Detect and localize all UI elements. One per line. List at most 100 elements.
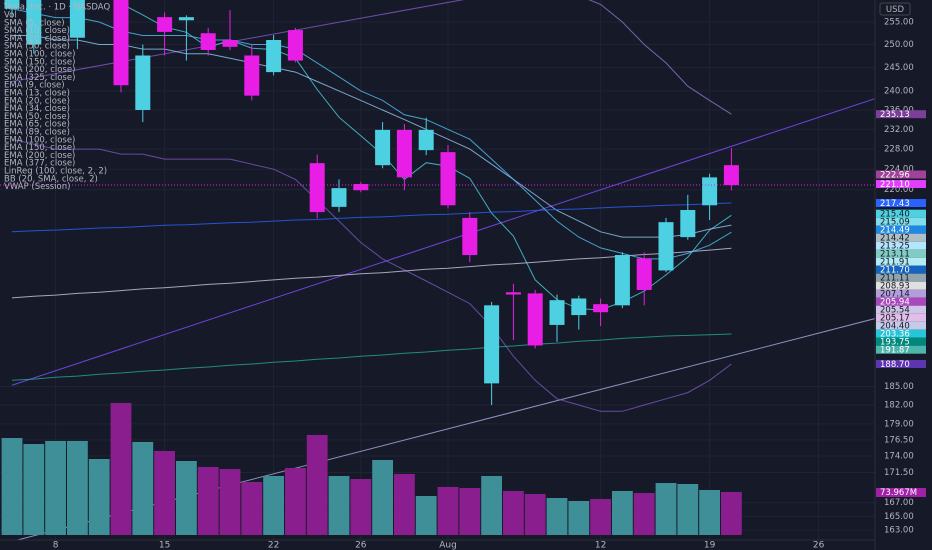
candle-body	[113, 0, 129, 86]
candle-body	[484, 305, 500, 384]
legend-item: EMA (13, close)	[4, 89, 70, 99]
legend-item: EMA (377, close)	[4, 159, 75, 169]
price-badge	[876, 241, 926, 250]
x-tick-label: 19	[704, 541, 716, 550]
currency[interactable]: USD	[886, 5, 905, 15]
candle-body	[440, 152, 456, 206]
candle-body	[702, 177, 718, 206]
y-tick-label: 174.00	[884, 452, 914, 462]
candles	[0, 0, 875, 406]
candle-body	[375, 129, 391, 166]
legend-item: BB (20, SMA, close, 2)	[4, 174, 98, 184]
price-badge-label: 193.75	[880, 338, 910, 348]
x-tick-label: 26	[813, 541, 825, 550]
price-badge-label: 205.54	[880, 306, 910, 316]
y-tick-label: 250.00	[884, 40, 914, 50]
indicator-line	[12, 35, 732, 238]
volume-bar	[590, 499, 611, 535]
volume-bar	[655, 483, 677, 535]
y-tick-label: 182.00	[884, 401, 914, 411]
volume-bar	[415, 495, 437, 535]
legend-item: SMA (100, close)	[4, 50, 75, 60]
legend-item: EMA (150, close)	[4, 143, 75, 153]
price-badge	[876, 110, 926, 119]
legend-item: VWAP (Session)	[4, 182, 70, 192]
volume-bar	[721, 491, 742, 535]
price-badge-label: 203.36	[880, 330, 910, 340]
price-badge	[876, 225, 926, 234]
volume-bar	[633, 493, 655, 535]
candle-body	[244, 55, 260, 96]
trend-line	[11, 0, 465, 82]
volume-bar	[612, 490, 633, 535]
candle-body	[723, 165, 739, 186]
legend-item: EMA (200, close)	[4, 151, 75, 161]
currency-box[interactable]	[879, 2, 911, 16]
price-badge-label: 211.91	[880, 258, 910, 268]
legend-item: SMA (200, close)	[4, 65, 75, 75]
candle-body	[135, 55, 151, 110]
indicator-line	[11, 138, 732, 412]
candle-body	[287, 30, 303, 61]
time-axis: 8 15 22 26 Aug 12 19 26	[53, 541, 825, 550]
volume-bar	[154, 450, 175, 535]
price-badge	[876, 209, 926, 218]
volume-bar	[263, 475, 284, 535]
candle-body	[418, 129, 434, 151]
x-tick-label: 26	[355, 541, 367, 550]
volume-badge-label: 73.967M	[880, 488, 917, 498]
y-tick-label: 163.00	[884, 526, 914, 536]
price-badge	[876, 321, 926, 330]
price-badge-label: 222.96	[880, 171, 910, 181]
price-badge	[876, 337, 926, 346]
y-tick-label: 165.00	[884, 512, 914, 522]
price-badge-label: 214.42	[880, 234, 910, 244]
volume-bar	[88, 458, 110, 535]
volume-bar	[241, 481, 263, 535]
price-badge-label: 191.87	[880, 346, 910, 356]
price-badge	[876, 217, 926, 226]
price-badge-label: 211.11	[880, 274, 910, 284]
y-tick-label: 245.00	[884, 63, 914, 73]
y-tick-label: 232.00	[884, 125, 914, 135]
candle-body	[26, 0, 42, 45]
legend-item: EMA (89, close)	[4, 128, 70, 138]
y-tick-label: 167.00	[884, 498, 914, 508]
trend-line	[11, 98, 875, 386]
volume-bar	[110, 403, 132, 535]
volume-bar	[67, 440, 88, 535]
volume-bar	[219, 469, 241, 535]
volume-bar	[176, 460, 197, 535]
price-badge	[876, 289, 926, 298]
volume-bar	[568, 500, 590, 535]
y-tick-label: 224.00	[884, 165, 914, 175]
candle-body	[178, 17, 194, 21]
x-tick-label: 8	[53, 541, 59, 550]
legend-item: SMA (20, close)	[4, 34, 70, 44]
y-tick-label: 255.00	[884, 18, 914, 28]
legend-item: SMA (5, close)	[4, 18, 65, 28]
legend-item: SMA (10, close)	[4, 26, 70, 36]
candle-body	[353, 184, 369, 191]
price-badge-label: 205.94	[880, 298, 910, 308]
price-badge	[876, 180, 926, 189]
candle-body	[309, 163, 325, 213]
price-badge	[876, 199, 926, 208]
y-tick-label: 240.00	[884, 86, 914, 96]
x-tick-label: 15	[159, 541, 170, 550]
x-tick-label: 22	[268, 541, 279, 550]
candle-body	[157, 17, 173, 32]
candle-body	[222, 40, 238, 47]
volume-bar	[285, 468, 306, 535]
candle-body	[680, 210, 696, 238]
y-tick-label: 220.00	[884, 185, 914, 195]
y-tick-label: 228.00	[884, 145, 914, 155]
price-badge-label: 188.70	[880, 360, 910, 370]
y-tick-label: 179.00	[884, 419, 914, 429]
price-badge	[876, 170, 926, 179]
volume-bar	[699, 489, 720, 535]
x-tick-label: 12	[595, 541, 606, 550]
price-badge-label: 213.11	[880, 250, 910, 260]
price-badge-label: 207.14	[880, 290, 910, 300]
volume-bar	[437, 486, 459, 535]
